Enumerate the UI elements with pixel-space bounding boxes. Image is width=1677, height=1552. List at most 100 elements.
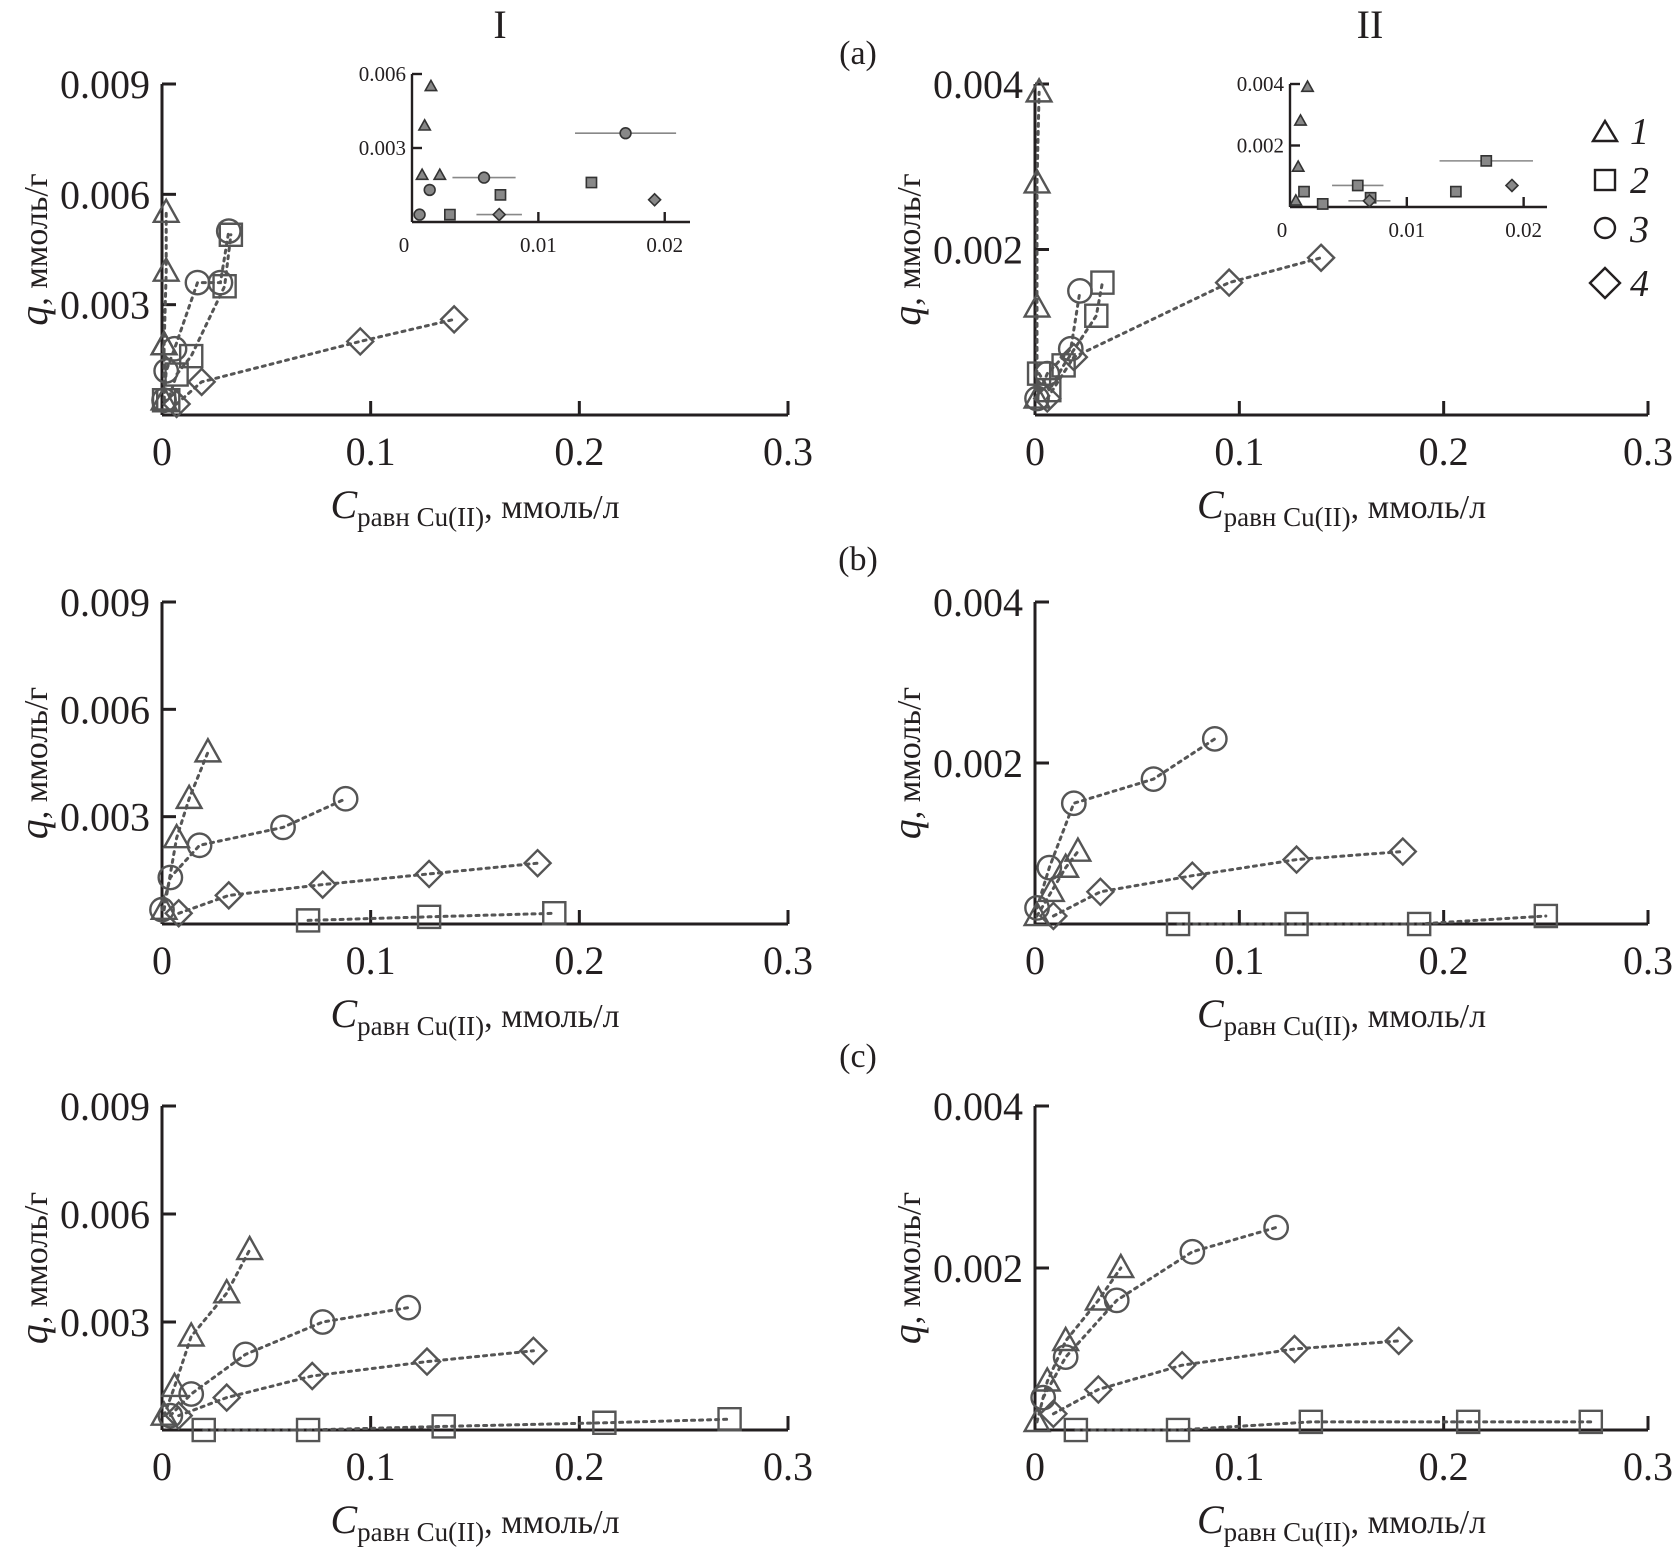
series-3-circle-marker [1179, 1238, 1206, 1265]
inset-point-triangle-marker [1288, 193, 1303, 206]
legend: 1 2 3 4 [1588, 111, 1649, 305]
series-3-circle-marker [186, 832, 213, 859]
series-3-circle-marker [1057, 335, 1084, 362]
y-tick-label: 0.006 [60, 1192, 150, 1237]
column-title-I: I [493, 2, 506, 47]
inset-point-square-marker [444, 208, 456, 221]
series-4-diamond-marker [1281, 844, 1312, 875]
x-tick-label: 0.2 [1419, 938, 1469, 983]
series-1-fit-line [1035, 90, 1041, 400]
x-tick-label: 0.3 [763, 1444, 813, 1489]
inset-point-square-marker [1316, 198, 1329, 210]
series-2-square-marker [1063, 1417, 1089, 1443]
y-tick-label: 0.002 [933, 228, 1023, 273]
y-axis-title: q, ммоль/г [884, 1192, 929, 1345]
chart-panel-c-I: 0 0.1 0.2 0.3 0.003 0.006 0.009 Cравн Cu(II), м… [11, 1084, 813, 1547]
x-tick-label: 0.3 [1623, 429, 1673, 474]
x-tick-label: 0.2 [1419, 429, 1469, 474]
series-4-diamond-marker [1214, 267, 1244, 298]
series-1-triangle-marker [1022, 1406, 1052, 1433]
series-2-square-marker [191, 1417, 216, 1443]
y-axis-title: q, ммоль/г [884, 173, 929, 326]
series-2-square-marker [295, 1417, 321, 1443]
y-tick-label: 0.003 [60, 795, 150, 840]
series-3-circle-marker [178, 1381, 205, 1407]
x-axis-title: Cравн Cu(II), ммоль/л [330, 482, 619, 532]
y-axis-title: q, ммоль/г [884, 687, 929, 840]
series-3-circle-marker [1036, 854, 1063, 881]
series-3-circle-marker [1030, 1384, 1057, 1411]
series-4-fit-line [1051, 850, 1405, 918]
x-tick-label: 0.3 [763, 938, 813, 983]
series-4-diamond-marker [1306, 243, 1336, 273]
series-4-fit-line [175, 317, 456, 406]
series-2-fit-line [202, 1417, 732, 1432]
inset-y-tick-label: 0.002 [1237, 134, 1284, 158]
series-3-circle-marker [1103, 1287, 1130, 1314]
series-3-fit-line [1035, 289, 1082, 400]
series-4-diamond-marker [1384, 1326, 1414, 1356]
x-tick-label: 0 [152, 429, 172, 474]
series-1-triangle-marker [174, 783, 204, 810]
series-1-fit-line [162, 750, 210, 912]
inset-point-circle-marker [413, 208, 426, 221]
chart-panel-b-II: 0 0.1 0.2 0.3 0.002 0.004 Cравн Cu(II), ммоль/… [884, 580, 1673, 1041]
series-3-circle-marker [1140, 766, 1167, 792]
series-4-diamond-marker [1177, 861, 1208, 891]
series-1-triangle-marker [160, 1371, 189, 1398]
series-1-triangle-marker [235, 1234, 265, 1261]
inset-point-square-marker [1480, 154, 1493, 167]
x-tick-label: 0.3 [1623, 938, 1673, 983]
series-2-fit-line [1074, 1420, 1593, 1432]
series-3-circle-marker [207, 269, 234, 296]
series-4-diamond-marker [211, 1382, 242, 1413]
series-4-fit-line [1051, 1339, 1401, 1416]
x-tick-label: 0 [1025, 1444, 1045, 1489]
inset-point-circle-marker [423, 183, 436, 197]
x-tick-label: 0.1 [1214, 1444, 1264, 1489]
series-4-diamond-marker [1279, 1334, 1310, 1364]
series-4-diamond-marker [1167, 1350, 1197, 1380]
series-2-square-marker [1298, 1409, 1324, 1435]
series-2-square-marker [295, 908, 321, 933]
inset-point-triangle-marker [1293, 113, 1308, 126]
series-3-circle-marker [1263, 1214, 1290, 1241]
x-tick-label: 0.1 [346, 938, 396, 983]
x-tick-label: 0.3 [763, 429, 813, 474]
series-3-circle-marker [149, 896, 175, 923]
series-1-triangle-marker [193, 736, 223, 763]
series-3-fit-line [162, 229, 231, 402]
series-4-diamond-marker [518, 1336, 549, 1366]
x-tick-label: 0 [1025, 938, 1045, 983]
inset-point-square-marker [494, 188, 507, 201]
series-2-fit-line [1176, 914, 1548, 926]
series-3-circle-marker [1067, 277, 1093, 304]
series-3-circle-marker [395, 1294, 422, 1321]
series-4-diamond-marker [163, 1400, 194, 1431]
series-1-triangle-marker [212, 1277, 242, 1304]
series-3-circle-marker [1060, 790, 1087, 817]
series-4-diamond-marker [345, 326, 375, 357]
legend-label-3: 3 [1629, 209, 1649, 251]
series-3-circle-marker [161, 335, 188, 362]
series-1-triangle-marker [1022, 291, 1052, 318]
legend-diamond-icon [1588, 266, 1622, 300]
series-1-triangle-marker [1106, 1252, 1136, 1279]
inset-x-tick-label: 0.01 [520, 233, 557, 257]
series-2-square-marker [1533, 903, 1559, 929]
series-3-circle-marker [332, 785, 359, 812]
series-4-diamond-marker [1085, 877, 1116, 907]
inset-a-II: 0 0.01 0.02 0.002 0.004 [1237, 72, 1547, 242]
series-2-square-marker [1084, 303, 1109, 328]
series-3-circle-marker [309, 1309, 336, 1335]
series-2-square-marker [542, 901, 567, 926]
x-tick-label: 0.1 [1214, 938, 1264, 983]
inset-point-triangle-marker [432, 167, 447, 181]
series-2-square-marker [717, 1406, 742, 1432]
y-axis-title: q, ммоль/г [11, 687, 56, 840]
inset-point-diamond-marker [647, 192, 662, 207]
y-tick-label: 0.004 [933, 62, 1023, 107]
series-4-diamond-marker [1059, 342, 1089, 372]
y-tick-label: 0.006 [60, 172, 150, 217]
inset-point-square-marker [1449, 185, 1462, 198]
